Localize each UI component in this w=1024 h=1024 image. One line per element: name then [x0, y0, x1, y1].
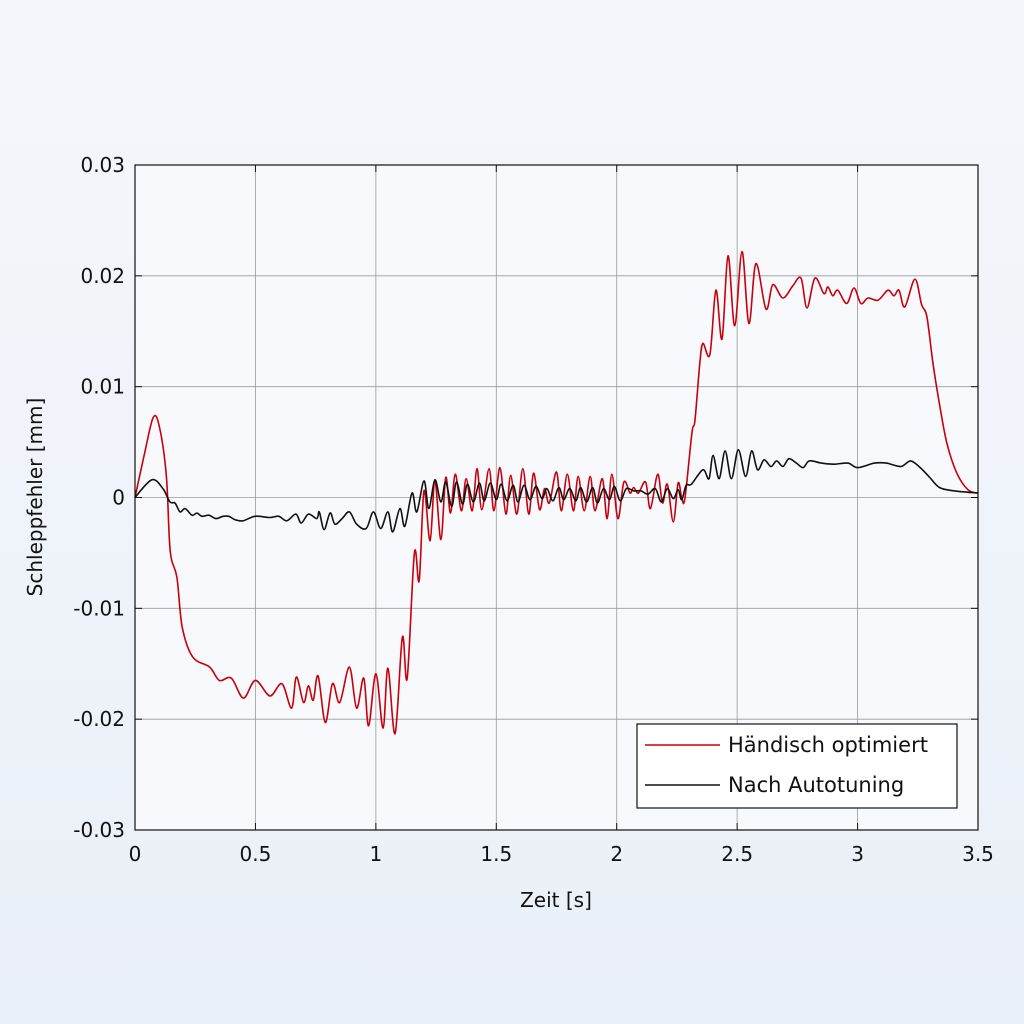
y-tick-label: 0.01 — [80, 375, 125, 399]
legend-label-haendisch: Händisch optimiert — [728, 733, 928, 757]
series-lines — [134, 250, 979, 735]
y-tick-label: -0.01 — [73, 596, 125, 620]
x-tick-label: 1.5 — [480, 842, 512, 866]
legend: Händisch optimiert Nach Autotuning — [636, 723, 958, 809]
y-tick-label: 0 — [112, 486, 125, 510]
y-tick-label: -0.03 — [73, 818, 125, 842]
axis-ticks: 0 0.5 1 1.5 2 2.5 3 3.5 0.03 0.02 0.01 0 -0.01 -0.02 -… — [73, 153, 994, 866]
x-tick-label: 3 — [851, 842, 864, 866]
x-tick-label: 0 — [129, 842, 142, 866]
y-tick-label: 0.02 — [80, 264, 125, 288]
x-axis-label: Zeit [s] — [520, 888, 592, 912]
x-tick-label: 2.5 — [721, 842, 753, 866]
x-tick-label: 0.5 — [240, 842, 272, 866]
x-tick-label: 3.5 — [962, 842, 994, 866]
x-tick-label: 2 — [610, 842, 623, 866]
series-line-nach-autotuning — [134, 448, 979, 533]
y-tick-label: 0.03 — [80, 153, 125, 177]
legend-label-autotuning: Nach Autotuning — [728, 773, 904, 797]
y-tick-label: -0.02 — [73, 707, 125, 731]
series-line-haendisch-optimiert — [134, 250, 979, 735]
y-axis-label: Schleppfehler [mm] — [23, 398, 47, 597]
x-tick-label: 1 — [369, 842, 382, 866]
legend-box — [636, 723, 958, 809]
